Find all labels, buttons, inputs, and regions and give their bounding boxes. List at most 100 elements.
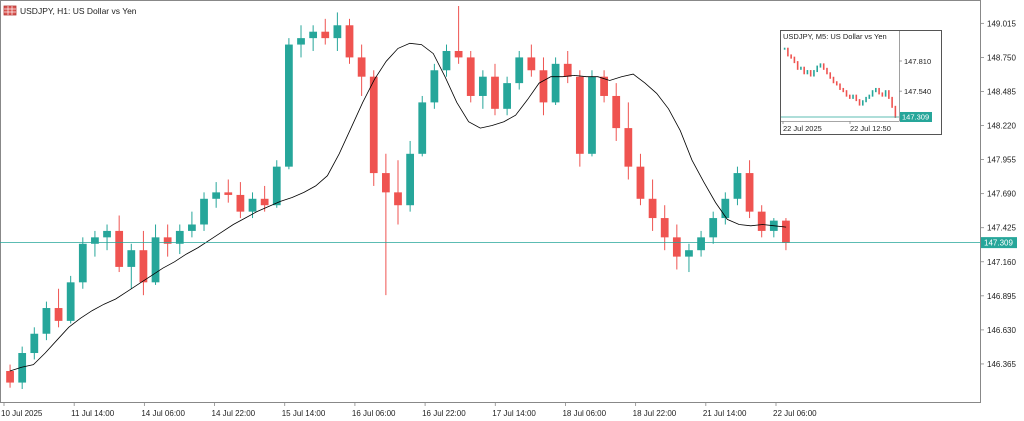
candle: [588, 70, 596, 157]
main-y-axis: 149.015 148.750 148.485 148.220 147.955 147.6…: [980, 19, 1016, 369]
candle-body: [721, 198, 730, 219]
x-tick-label: 16 Jul 06:00: [352, 409, 396, 418]
candle-body: [466, 57, 475, 96]
x-tick-label: 15 Jul 14:00: [282, 409, 326, 418]
candle-body: [369, 76, 378, 174]
candle: [139, 230, 148, 296]
x-tick-label: 21 Jul 14:00: [703, 409, 747, 418]
y-tick-label: 148.220: [987, 122, 1016, 131]
candle-body: [624, 128, 633, 167]
candle: [454, 6, 463, 64]
x-tick-label: 14 Jul 06:00: [141, 409, 185, 418]
candle: [648, 179, 657, 231]
candle-body: [697, 237, 705, 251]
candle: [66, 275, 75, 324]
candle: [115, 215, 124, 273]
inset-current-price-label-bg: [900, 111, 932, 122]
x-tick-label: 22 Jul 06:00: [773, 409, 817, 418]
current-price-label-bg: [981, 237, 1017, 249]
candle: [757, 205, 766, 238]
candle-body: [297, 38, 305, 45]
candle-body: [672, 237, 681, 257]
candle: [200, 192, 208, 231]
inset-plot-area: [781, 31, 899, 121]
candle: [418, 95, 427, 157]
candle-body: [515, 57, 524, 84]
candle-body: [321, 31, 330, 39]
candle: [539, 57, 548, 116]
y-tick-label: 147.160: [987, 258, 1016, 267]
inset-x-tick-label: 22 Jul 12:50: [850, 124, 891, 133]
candle: [297, 25, 305, 58]
inset-y-tick-label: 147.810: [904, 57, 931, 66]
candle: [151, 224, 160, 285]
x-tick-label: 17 Jul 14:00: [492, 409, 536, 418]
main-candles: [6, 6, 790, 390]
candle: [18, 346, 27, 390]
candle: [285, 38, 293, 170]
candle: [515, 50, 524, 90]
candle: [406, 140, 415, 212]
candle: [551, 57, 560, 105]
candle-body: [285, 44, 293, 167]
candle: [563, 50, 572, 84]
candle: [745, 160, 754, 219]
candle-body: [260, 198, 269, 206]
y-tick-label: 146.630: [987, 326, 1016, 335]
candle-body: [200, 198, 208, 225]
candle-body: [600, 76, 608, 96]
candle: [624, 102, 633, 180]
x-tick-label: 18 Jul 22:00: [633, 409, 677, 418]
candle-body: [648, 198, 657, 219]
candle-body: [66, 282, 75, 321]
candle-body: [357, 57, 366, 77]
candle-body: [685, 250, 693, 257]
candle-body: [503, 83, 511, 109]
candle-body: [309, 31, 318, 39]
candle-body: [539, 70, 548, 103]
candle: [430, 63, 439, 109]
candle-body: [272, 166, 281, 206]
candle-body: [527, 57, 536, 71]
x-tick-label: 11 Jul 14:00: [71, 409, 115, 418]
main-x-axis: 10 Jul 2025 11 Jul 14:00 14 Jul 06:00 14 Ju…: [1, 402, 817, 418]
candle: [175, 224, 184, 255]
candle: [697, 230, 705, 257]
candle-body: [127, 250, 136, 267]
candle-body: [212, 192, 221, 199]
candle-body: [745, 173, 754, 212]
candle: [394, 160, 402, 225]
candle-body: [54, 308, 63, 321]
candle: [345, 18, 354, 64]
candle: [357, 44, 366, 96]
chart-title: USDJPY, H1: US Dollar vs Yen: [20, 6, 137, 16]
candle: [188, 211, 196, 238]
candle-body: [248, 198, 257, 212]
inset-y-axis: 147.810 147.540: [899, 57, 931, 96]
candle-body: [163, 237, 172, 244]
x-tick-label: 16 Jul 22:00: [422, 409, 466, 418]
y-tick-label: 148.750: [987, 53, 1016, 62]
candle-body: [175, 230, 184, 244]
candle: [672, 224, 681, 270]
candle-body: [139, 250, 148, 283]
candle: [685, 243, 693, 273]
candle-body: [151, 237, 160, 283]
candle-body: [660, 218, 669, 238]
candle: [491, 63, 499, 116]
candle-body: [551, 63, 560, 103]
candle: [78, 237, 87, 289]
candle-body: [345, 25, 354, 58]
candle-body: [115, 230, 124, 267]
candle: [272, 160, 281, 208]
candle-body: [394, 192, 402, 206]
y-tick-label: 146.895: [987, 292, 1016, 301]
inset-chart: USDJPY, M5: US Dollar vs Yen 147.810147.…: [780, 30, 942, 135]
chart-grid-icon[interactable]: [3, 5, 17, 16]
candle: [636, 153, 645, 206]
candle: [236, 182, 245, 219]
candle-body: [78, 243, 87, 283]
candle: [30, 327, 39, 360]
x-tick-label: 14 Jul 22:00: [212, 409, 256, 418]
